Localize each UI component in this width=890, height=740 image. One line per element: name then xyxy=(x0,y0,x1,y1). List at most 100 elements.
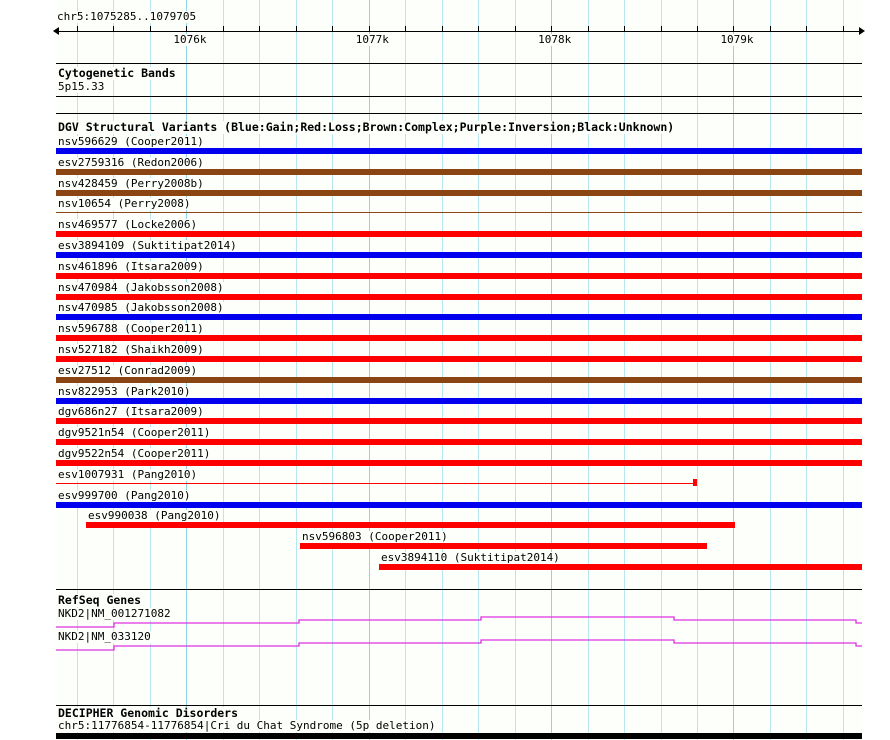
ruler-tick xyxy=(441,26,443,32)
variant-bar-loss[interactable] xyxy=(56,231,862,238)
variant-track-label[interactable]: nsv428459 (Perry2008b) xyxy=(57,176,205,190)
gridline xyxy=(514,0,516,740)
gene-track-label[interactable]: NKD2|NM_033120 xyxy=(57,630,152,643)
ruler-tick xyxy=(76,26,78,32)
variant-track-label[interactable]: esv3894110 (Suktitipat2014) xyxy=(380,551,561,564)
variant-bar-loss[interactable] xyxy=(379,564,862,570)
section-divider xyxy=(56,589,862,590)
gridline xyxy=(769,0,771,740)
ruler-tick xyxy=(660,26,662,32)
variant-track-label[interactable]: nsv527182 (Shaikh2009) xyxy=(57,343,205,356)
ruler-tick-label: 1078k xyxy=(537,33,573,46)
ruler-tick xyxy=(733,26,735,32)
variant-bar-complex[interactable] xyxy=(56,168,862,175)
variant-bar-loss[interactable] xyxy=(300,543,707,550)
gridline xyxy=(222,0,224,740)
variant-track-label[interactable]: esv27512 (Conrad2009) xyxy=(57,363,199,377)
gridline xyxy=(332,0,334,740)
decipher-entry-label[interactable]: chr5:11776854-11776854|Cri du Chat Syndr… xyxy=(57,719,437,732)
gene-track-label[interactable]: NKD2|NM_001271082 xyxy=(57,607,172,620)
ruler-tick xyxy=(806,26,808,32)
variant-track-label[interactable]: dgv686n27 (Itsara2009) xyxy=(57,405,205,419)
ruler-tick xyxy=(405,26,407,32)
variant-bar-gain[interactable] xyxy=(56,252,862,258)
variant-bar-loss[interactable] xyxy=(56,356,862,362)
section-divider xyxy=(56,705,862,706)
variant-track-label[interactable]: nsv822953 (Park2010) xyxy=(57,384,192,398)
gene-model-0[interactable] xyxy=(56,616,862,630)
ruler-tick xyxy=(222,26,224,32)
variant-bar-complex[interactable] xyxy=(56,376,862,383)
gridline xyxy=(806,0,808,740)
coordinate-ruler[interactable]: chr5:1075285..1079705 1076k 1077k 1078k 107… xyxy=(0,0,890,56)
section-title-refseq-genes: RefSeq Genes xyxy=(57,593,143,607)
variant-track-label[interactable]: nsv461896 (Itsara2009) xyxy=(57,259,205,273)
ruler-tick-label: 1076k xyxy=(172,33,208,46)
variant-track-label[interactable]: esv990038 (Pang2010) xyxy=(87,509,222,523)
variant-track-label[interactable]: nsv470985 (Jakobsson2008) xyxy=(57,301,225,315)
gridline xyxy=(368,0,370,740)
ruler-tick xyxy=(295,26,297,32)
ruler-tick xyxy=(113,26,115,32)
right-arrow-icon[interactable] xyxy=(859,27,865,35)
gridline xyxy=(587,0,589,740)
ruler-tick xyxy=(149,26,151,32)
variant-bar-gain[interactable] xyxy=(56,148,862,154)
gridline xyxy=(405,0,407,740)
decipher-disorder-bar[interactable] xyxy=(56,733,862,739)
variant-bar-gain[interactable] xyxy=(56,314,862,321)
gridline xyxy=(259,0,261,740)
gene-exon-intron-line xyxy=(56,639,862,651)
gridline xyxy=(624,0,626,740)
variant-bar-gain[interactable] xyxy=(56,501,862,508)
variant-bar-loss[interactable] xyxy=(56,418,862,425)
variant-bar-loss[interactable] xyxy=(56,293,862,300)
gene-model-1[interactable] xyxy=(56,639,862,653)
gridline xyxy=(295,0,297,740)
ruler-tick xyxy=(696,26,698,32)
variant-track-label[interactable]: esv2759316 (Redon2006) xyxy=(57,155,205,169)
variant-bar-loss[interactable] xyxy=(56,482,696,484)
section-title-cytogenetic-bands: Cytogenetic Bands xyxy=(57,66,177,80)
ruler-tick xyxy=(551,26,553,32)
section-divider xyxy=(56,96,862,97)
variant-bar-gain[interactable] xyxy=(56,397,862,404)
variant-track-label[interactable]: nsv10654 (Perry2008) xyxy=(57,197,192,211)
variant-bar-loss[interactable] xyxy=(56,335,862,342)
locus-coordinate-label: chr5:1075285..1079705 xyxy=(56,10,198,23)
section-title-decipher: DECIPHER Genomic Disorders xyxy=(57,706,240,720)
variant-track-label[interactable]: esv3894109 (Suktitipat2014) xyxy=(57,239,238,252)
left-arrow-icon[interactable] xyxy=(53,27,59,35)
variant-track-label[interactable]: nsv596629 (Cooper2011) xyxy=(57,135,205,148)
variant-track-label[interactable]: esv1007931 (Pang2010) xyxy=(57,467,199,481)
gridline xyxy=(660,0,662,740)
variant-bar-loss[interactable] xyxy=(56,439,862,446)
variant-bar-complex[interactable] xyxy=(56,212,862,214)
variant-track-label[interactable]: nsv596788 (Cooper2011) xyxy=(57,322,205,336)
variant-track-label[interactable]: nsv469577 (Locke2006) xyxy=(57,218,199,232)
section-divider xyxy=(56,63,862,64)
ruler-tick xyxy=(842,26,844,32)
section-divider xyxy=(56,113,862,114)
variant-track-label[interactable]: dgv9522n54 (Cooper2011) xyxy=(57,447,212,460)
variant-bar-loss[interactable] xyxy=(56,272,862,279)
variant-track-label[interactable]: esv999700 (Pang2010) xyxy=(57,488,192,502)
variant-track-label[interactable]: nsv470984 (Jakobsson2008) xyxy=(57,280,225,294)
variant-bar-loss[interactable] xyxy=(86,522,735,529)
ruler-tick xyxy=(769,26,771,32)
ruler-tick xyxy=(259,26,261,32)
ruler-tick xyxy=(514,26,516,32)
variant-bar-end-cap xyxy=(693,478,697,486)
variant-bar-loss[interactable] xyxy=(56,460,862,466)
gridline xyxy=(551,0,553,740)
ruler-tick-label: 1079k xyxy=(719,33,755,46)
variant-track-label[interactable]: dgv9521n54 (Cooper2011) xyxy=(57,426,212,440)
variant-bar-complex[interactable] xyxy=(56,189,862,196)
variant-track-label[interactable]: nsv596803 (Cooper2011) xyxy=(301,530,449,544)
gene-exon-intron-line xyxy=(56,616,862,628)
ruler-axis-line xyxy=(58,31,862,32)
ruler-tick xyxy=(624,26,626,32)
gridline xyxy=(842,0,844,740)
ruler-tick xyxy=(332,26,334,32)
